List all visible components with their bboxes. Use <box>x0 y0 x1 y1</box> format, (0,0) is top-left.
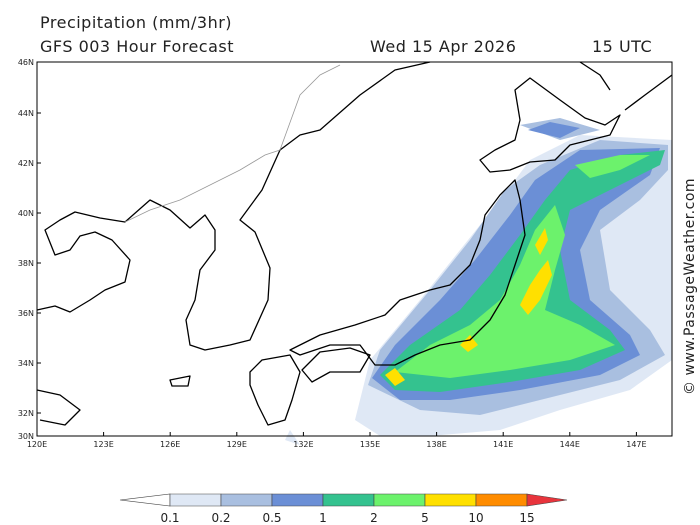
coast-sakhalin <box>579 61 611 91</box>
legend-label: 2 <box>370 511 378 525</box>
lon-label: 147E <box>626 440 646 449</box>
legend-label: 10 <box>468 511 483 525</box>
credit: © www.PassageWeather.com <box>682 178 698 395</box>
lon-label: 135E <box>360 440 380 449</box>
lon-label: 141E <box>493 440 513 449</box>
legend-swatch <box>373 493 426 507</box>
legend-swatch <box>119 493 171 507</box>
lon-label: 138E <box>426 440 446 449</box>
legend-label: 15 <box>519 511 534 525</box>
coast-mainland <box>36 61 431 351</box>
coast-shikoku <box>301 347 371 383</box>
lon-label: 126E <box>160 440 180 449</box>
lat-label: 34N <box>18 359 34 368</box>
legend-swatch <box>169 493 222 507</box>
lat-label: 38N <box>18 259 34 268</box>
coast-kuril <box>624 74 673 111</box>
title: Precipitation (mm/3hr) <box>40 13 232 32</box>
legend-swatch <box>220 493 273 507</box>
legend-label: 0.5 <box>262 511 281 525</box>
legend-label: 5 <box>421 511 429 525</box>
legend-swatch <box>271 493 324 507</box>
legend-swatch <box>475 493 528 507</box>
legend-label: 0.2 <box>211 511 230 525</box>
lon-label: 129E <box>227 440 247 449</box>
lat-label: 42N <box>18 159 34 168</box>
lon-label: 132E <box>293 440 313 449</box>
lat-label: 30N <box>18 432 34 441</box>
precip-green <box>395 155 650 378</box>
lon-label: 120E <box>27 440 47 449</box>
lat-label: 36N <box>18 309 34 318</box>
border-line <box>124 64 341 223</box>
legend-swatch <box>526 493 568 507</box>
legend-label: 0.1 <box>160 511 179 525</box>
lat-label: 44N <box>18 109 34 118</box>
coast-honshu <box>289 179 526 366</box>
coast-kyushu <box>249 354 301 426</box>
time: 15 UTC <box>592 37 652 56</box>
lat-label: 40N <box>18 209 34 218</box>
map-frame <box>36 61 673 437</box>
lon-label: 144E <box>560 440 580 449</box>
legend-swatch <box>424 493 477 507</box>
legend-swatch <box>322 493 375 507</box>
coast-hokkaido <box>479 77 621 173</box>
lat-label: 46N <box>18 58 34 67</box>
date: Wed 15 Apr 2026 <box>370 37 516 56</box>
lon-label: 123E <box>93 440 113 449</box>
legend-label: 1 <box>319 511 327 525</box>
subtitle: GFS 003 Hour Forecast <box>40 37 234 56</box>
coast-south <box>36 375 191 426</box>
map-area <box>36 61 673 445</box>
legend: 0.1 0.2 0.5 1 2 5 10 15 <box>119 493 568 525</box>
lat-label: 32N <box>18 409 34 418</box>
